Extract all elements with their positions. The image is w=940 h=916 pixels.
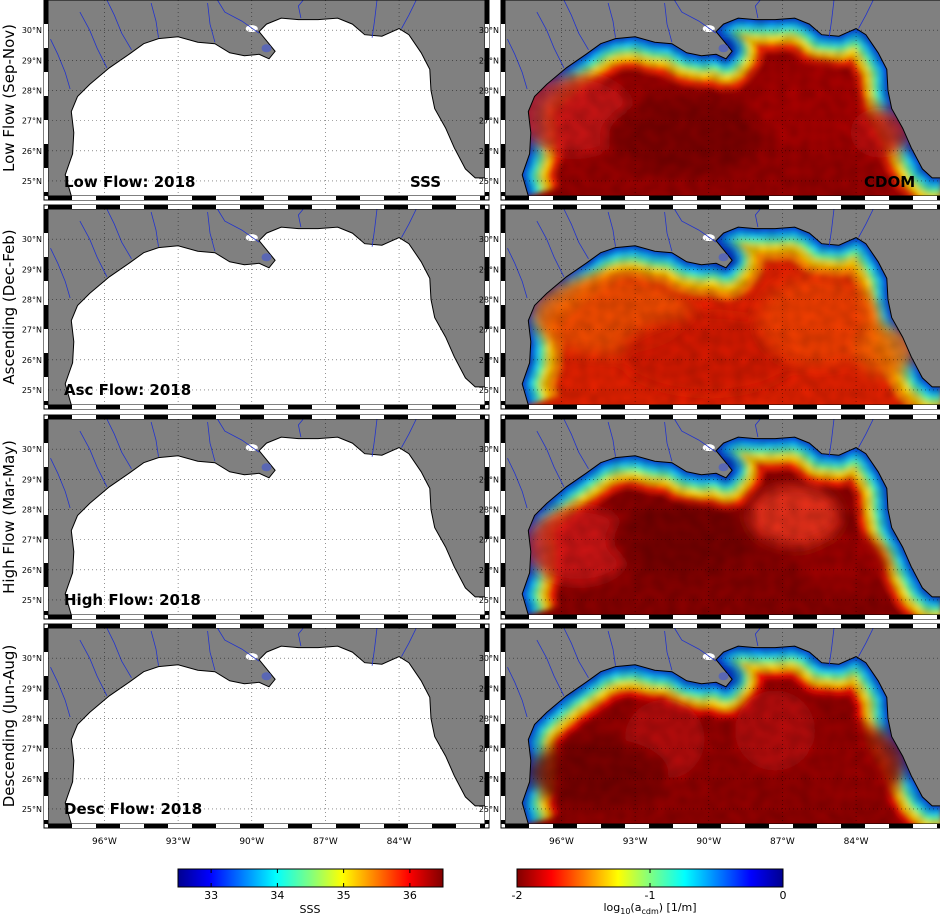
colorbar-tick-label: 34 [270, 889, 284, 902]
colorbar-tick-label: 35 [337, 889, 351, 902]
lat-tick-label: 30°N [22, 445, 42, 454]
lat-tick-label: 26°N [22, 566, 42, 575]
lat-tick-label: 25°N [22, 177, 42, 186]
cdom-colorbar: -2 -1 0 log10(acdm) [1/m] [512, 868, 787, 916]
lat-tick-label: 25°N [479, 177, 499, 186]
lat-tick-label: 27°N [479, 536, 499, 545]
map-frame [500, 414, 940, 620]
lon-tick-label: 96°W [549, 837, 574, 847]
row-label: High Flow (Mar-May) [0, 440, 18, 594]
row-label: Descending (Jun-Aug) [0, 645, 18, 808]
lat-tick-label: 27°N [22, 117, 42, 126]
lat-tick-label: 30°N [479, 26, 499, 35]
lat-tick-label: 26°N [479, 775, 499, 784]
map-frame [500, 623, 940, 829]
lat-tick-label: 29°N [479, 684, 499, 693]
sss-map-panel: 30°N 29°N 28°N 27°N 26°N 25°N [22, 0, 490, 201]
lat-tick-label: 26°N [22, 775, 42, 784]
cdom-map-panel: 30°N 29°N 28°N 27°N 26°N 25°N [479, 204, 940, 410]
colorbar-tick-label: -1 [645, 889, 656, 902]
colorbar-tick-label: 0 [780, 889, 787, 902]
lon-tick-label: 93°W [623, 837, 648, 847]
lat-tick-label: 29°N [22, 265, 42, 274]
lat-tick-label: 30°N [22, 26, 42, 35]
row-label: Low Flow (Sep-Nov) [0, 24, 18, 172]
lat-tick-label: 29°N [479, 265, 499, 274]
lat-tick-label: 27°N [479, 117, 499, 126]
lat-tick-label: 30°N [479, 654, 499, 663]
lat-tick-label: 28°N [22, 714, 42, 723]
lat-tick-label: 27°N [22, 745, 42, 754]
lat-tick-label: 25°N [22, 805, 42, 814]
map-frame [43, 414, 490, 620]
lat-tick-label: 30°N [479, 445, 499, 454]
lon-tick-label: 87°W [770, 837, 795, 847]
map-frame [500, 204, 940, 410]
cdom-colorbar-label: log10(acdm) [1/m] [603, 901, 696, 916]
map-frame [43, 0, 490, 201]
lat-tick-label: 28°N [22, 86, 42, 95]
lat-tick-label: 30°N [479, 235, 499, 244]
sss-map-panel: 30°N 29°N 28°N 27°N 26°N 25°N [22, 414, 490, 620]
lat-tick-label: 30°N [22, 654, 42, 663]
panel-label: Low Flow: 2018 [64, 173, 195, 191]
lat-tick-label: 28°N [479, 295, 499, 304]
row-label: Ascending (Dec-Feb) [0, 229, 18, 384]
lat-tick-label: 25°N [479, 386, 499, 395]
panel-label: High Flow: 2018 [64, 591, 201, 609]
lat-tick-label: 26°N [479, 356, 499, 365]
map-frame [500, 0, 940, 201]
panel-label: Asc Flow: 2018 [64, 381, 191, 399]
lat-tick-label: 26°N [479, 147, 499, 156]
lon-tick-label: 87°W [313, 837, 338, 847]
lat-tick-label: 28°N [479, 714, 499, 723]
lon-tick-label: 84°W [844, 837, 869, 847]
lat-tick-label: 30°N [22, 235, 42, 244]
lon-tick-label: 90°W [696, 837, 721, 847]
lat-tick-label: 29°N [479, 56, 499, 65]
sss-colorbar-label: SSS [300, 903, 321, 916]
colorbar-tick-label: 33 [204, 889, 218, 902]
lat-tick-label: 25°N [22, 386, 42, 395]
cdom-variable-label: CDOM [864, 173, 915, 191]
lat-tick-label: 26°N [479, 566, 499, 575]
lat-tick-label: 29°N [22, 684, 42, 693]
cdom-map-panel: 30°N 29°N 28°N 27°N 26°N 25°N [479, 0, 940, 201]
lat-tick-label: 28°N [479, 505, 499, 514]
lat-tick-label: 29°N [22, 56, 42, 65]
lat-tick-label: 25°N [479, 805, 499, 814]
lat-tick-label: 26°N [22, 356, 42, 365]
map-frame [43, 204, 490, 410]
lat-tick-label: 28°N [22, 505, 42, 514]
lat-tick-label: 29°N [479, 475, 499, 484]
cdom-map-panel: 30°N 29°N 28°N 27°N 26°N 25°N [479, 623, 940, 829]
colorbar-tick-label: 36 [403, 889, 417, 902]
lat-tick-label: 26°N [22, 147, 42, 156]
lat-tick-label: 28°N [22, 295, 42, 304]
sss-variable-label: SSS [410, 173, 441, 191]
lat-tick-label: 28°N [479, 86, 499, 95]
cdom-map-panel: 30°N 29°N 28°N 27°N 26°N 25°N [479, 414, 940, 620]
map-frame [43, 623, 490, 829]
lat-tick-label: 29°N [22, 475, 42, 484]
lat-tick-label: 25°N [22, 596, 42, 605]
lon-tick-label: 93°W [166, 837, 191, 847]
sss-colorbar: 33 34 35 36 SSS [177, 868, 444, 916]
lon-tick-label: 90°W [239, 837, 264, 847]
lon-tick-label: 96°W [92, 837, 117, 847]
sss-map-panel: 30°N 29°N 28°N 27°N 26°N 25°N [22, 623, 490, 829]
lat-tick-label: 27°N [22, 536, 42, 545]
lat-tick-label: 27°N [479, 745, 499, 754]
panel-label: Desc Flow: 2018 [64, 800, 202, 818]
lat-tick-label: 25°N [479, 596, 499, 605]
lat-tick-label: 27°N [22, 326, 42, 335]
lat-tick-label: 27°N [479, 326, 499, 335]
colorbar-tick-label: -2 [512, 889, 523, 902]
lon-tick-label: 84°W [387, 837, 412, 847]
sss-map-panel: 30°N 29°N 28°N 27°N 26°N 25°N [22, 204, 490, 410]
